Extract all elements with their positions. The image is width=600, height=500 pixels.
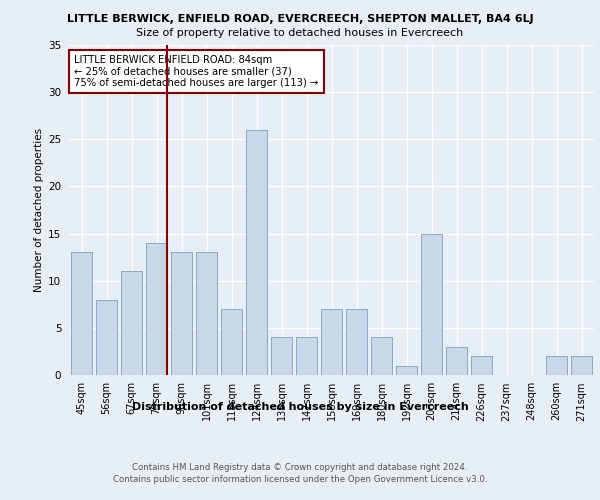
Text: Contains HM Land Registry data © Crown copyright and database right 2024.: Contains HM Land Registry data © Crown c… xyxy=(132,462,468,471)
Bar xyxy=(246,130,267,375)
Y-axis label: Number of detached properties: Number of detached properties xyxy=(34,128,44,292)
Bar xyxy=(371,338,392,375)
Bar xyxy=(321,309,342,375)
Bar xyxy=(396,366,417,375)
Bar xyxy=(171,252,192,375)
Text: Size of property relative to detached houses in Evercreech: Size of property relative to detached ho… xyxy=(136,28,464,38)
Bar xyxy=(421,234,442,375)
Bar xyxy=(471,356,492,375)
Bar xyxy=(271,338,292,375)
Bar xyxy=(346,309,367,375)
Text: Contains public sector information licensed under the Open Government Licence v3: Contains public sector information licen… xyxy=(113,475,487,484)
Bar xyxy=(71,252,92,375)
Text: LITTLE BERWICK, ENFIELD ROAD, EVERCREECH, SHEPTON MALLET, BA4 6LJ: LITTLE BERWICK, ENFIELD ROAD, EVERCREECH… xyxy=(67,14,533,24)
Bar xyxy=(121,272,142,375)
Bar xyxy=(546,356,567,375)
Bar xyxy=(446,346,467,375)
Bar xyxy=(296,338,317,375)
Text: LITTLE BERWICK ENFIELD ROAD: 84sqm
← 25% of detached houses are smaller (37)
75%: LITTLE BERWICK ENFIELD ROAD: 84sqm ← 25%… xyxy=(74,55,319,88)
Bar xyxy=(571,356,592,375)
Bar xyxy=(196,252,217,375)
Bar xyxy=(96,300,117,375)
Bar xyxy=(221,309,242,375)
Text: Distribution of detached houses by size in Evercreech: Distribution of detached houses by size … xyxy=(131,402,469,412)
Bar xyxy=(146,243,167,375)
